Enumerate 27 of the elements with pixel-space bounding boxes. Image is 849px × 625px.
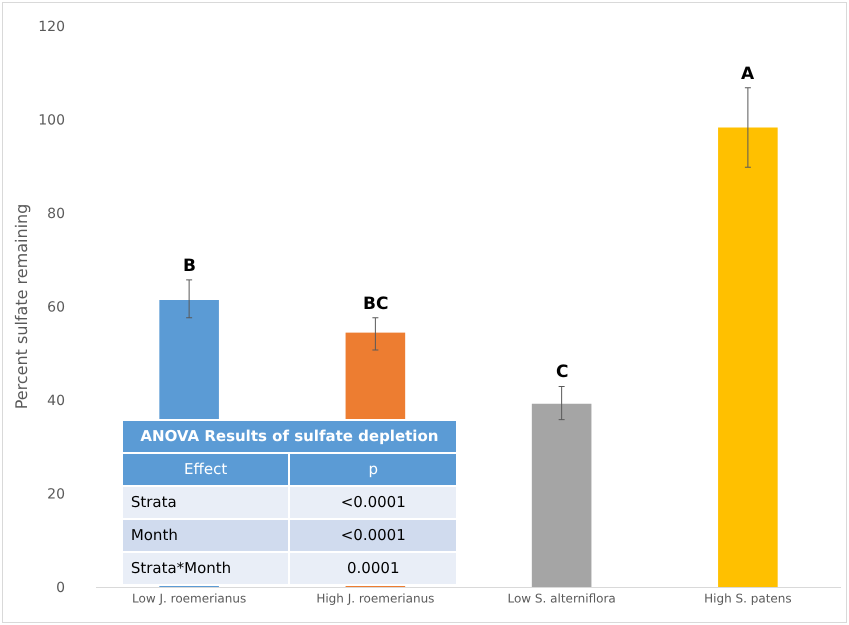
annotation: 0.0001: [290, 552, 458, 584]
y-tick-label: 80: [47, 206, 65, 222]
annotation: Month: [122, 520, 290, 551]
annotation: Strata*Month: [122, 552, 290, 584]
x-tick-label: High S. patens: [704, 591, 792, 606]
x-tick-label: Low S. alterniflora: [507, 591, 616, 606]
y-axis-title: Percent sulfate remaining: [12, 204, 32, 410]
annotation: A: [741, 64, 755, 84]
y-tick-label: 0: [56, 580, 65, 596]
bar: [718, 127, 778, 587]
bar: [532, 404, 592, 587]
annotation: ANOVA Results of sulfate depletion: [122, 420, 458, 452]
annotation: BC: [363, 294, 388, 314]
y-tick-label: 60: [47, 299, 65, 316]
y-tick-label: 40: [47, 392, 65, 409]
annotation: B: [183, 256, 196, 276]
annotation: C: [556, 362, 568, 382]
annotation: p: [290, 454, 458, 485]
x-tick-label: High J. roemerianus: [316, 591, 434, 606]
y-tick-label: 20: [47, 486, 65, 502]
annotation: <0.0001: [290, 520, 458, 551]
y-tick-label: 120: [38, 18, 65, 35]
x-tick-label: Low J. roemerianus: [132, 591, 246, 606]
annotation: <0.0001: [290, 486, 458, 518]
annotation: Strata: [122, 486, 290, 518]
annotation: Effect: [122, 454, 290, 485]
y-tick-label: 100: [38, 112, 65, 128]
